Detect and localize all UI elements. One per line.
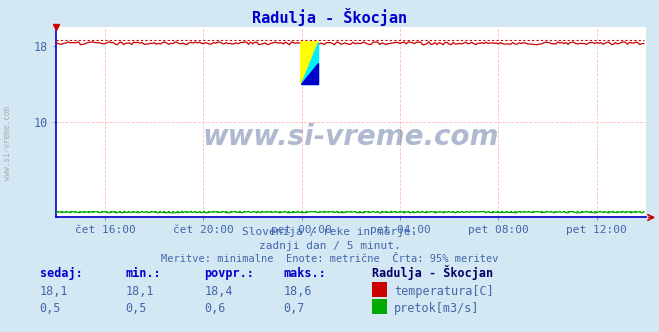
Text: 18,1: 18,1 (40, 286, 68, 298)
Text: Meritve: minimalne  Enote: metrične  Črta: 95% meritev: Meritve: minimalne Enote: metrične Črta:… (161, 254, 498, 264)
Text: 0,5: 0,5 (125, 302, 146, 315)
Text: Radulja - Škocjan: Radulja - Škocjan (372, 265, 494, 280)
Text: maks.:: maks.: (283, 267, 326, 280)
Text: 18,4: 18,4 (204, 286, 233, 298)
Text: 0,5: 0,5 (40, 302, 61, 315)
Text: Radulja - Škocjan: Radulja - Škocjan (252, 8, 407, 26)
Text: 18,6: 18,6 (283, 286, 312, 298)
Text: min.:: min.: (125, 267, 161, 280)
Text: www.si-vreme.com: www.si-vreme.com (203, 123, 499, 151)
Text: temperatura[C]: temperatura[C] (394, 286, 494, 298)
Text: povpr.:: povpr.: (204, 267, 254, 280)
Polygon shape (301, 42, 318, 84)
Text: pretok[m3/s]: pretok[m3/s] (394, 302, 480, 315)
Text: 18,1: 18,1 (125, 286, 154, 298)
Text: 0,6: 0,6 (204, 302, 225, 315)
Text: Slovenija / reke in morje.: Slovenija / reke in morje. (242, 227, 417, 237)
Polygon shape (301, 63, 318, 84)
Text: sedaj:: sedaj: (40, 267, 82, 280)
Text: 0,7: 0,7 (283, 302, 304, 315)
Text: www.si-vreme.com: www.si-vreme.com (3, 106, 13, 180)
Text: zadnji dan / 5 minut.: zadnji dan / 5 minut. (258, 241, 401, 251)
Polygon shape (301, 42, 318, 84)
